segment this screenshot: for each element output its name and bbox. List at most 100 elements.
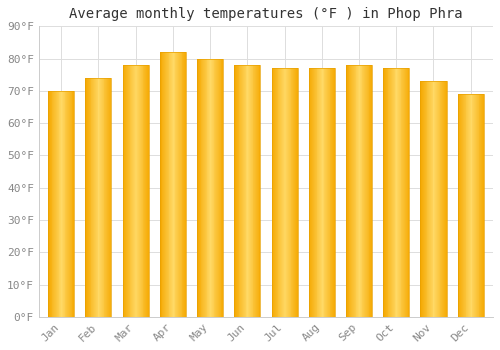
Bar [219,58,220,317]
Bar [392,68,393,317]
Bar [370,65,371,317]
Bar [69,91,70,317]
Bar [67,91,68,317]
Bar [283,68,284,317]
Bar [350,65,351,317]
Title: Average monthly temperatures (°F ) in Phop Phra: Average monthly temperatures (°F ) in Ph… [69,7,462,21]
Bar [94,78,95,317]
Bar [458,94,483,317]
Bar [62,91,63,317]
Bar [178,52,179,317]
Bar [108,78,109,317]
Bar [478,94,480,317]
Bar [278,68,280,317]
Bar [171,52,172,317]
Bar [102,78,104,317]
Bar [442,81,443,317]
Bar [166,52,167,317]
Bar [63,91,64,317]
Bar [244,65,246,317]
Bar [209,58,210,317]
Bar [469,94,470,317]
Bar [160,52,186,317]
Bar [217,58,218,317]
Bar [460,94,461,317]
Bar [256,65,257,317]
Bar [258,65,260,317]
Bar [254,65,255,317]
Bar [122,65,124,317]
Bar [214,58,216,317]
Bar [367,65,368,317]
Bar [88,78,89,317]
Bar [101,78,102,317]
Bar [60,91,61,317]
Bar [68,91,69,317]
Bar [272,68,297,317]
Bar [384,68,385,317]
Bar [203,58,204,317]
Bar [346,65,347,317]
Bar [198,58,199,317]
Bar [366,65,367,317]
Bar [430,81,431,317]
Bar [403,68,404,317]
Bar [70,91,72,317]
Bar [48,91,49,317]
Bar [428,81,429,317]
Bar [333,68,334,317]
Bar [176,52,177,317]
Bar [170,52,171,317]
Bar [184,52,185,317]
Bar [144,65,145,317]
Bar [474,94,475,317]
Bar [394,68,396,317]
Bar [434,81,435,317]
Bar [346,65,372,317]
Bar [140,65,141,317]
Bar [364,65,365,317]
Bar [272,68,274,317]
Bar [107,78,108,317]
Bar [281,68,282,317]
Bar [208,58,209,317]
Bar [172,52,173,317]
Bar [438,81,440,317]
Bar [468,94,469,317]
Bar [405,68,406,317]
Bar [386,68,388,317]
Bar [402,68,403,317]
Bar [445,81,446,317]
Bar [397,68,398,317]
Bar [476,94,477,317]
Bar [443,81,444,317]
Bar [356,65,358,317]
Bar [237,65,238,317]
Bar [133,65,134,317]
Bar [282,68,283,317]
Bar [296,68,298,317]
Bar [99,78,100,317]
Bar [436,81,437,317]
Bar [481,94,482,317]
Bar [288,68,289,317]
Bar [391,68,392,317]
Bar [109,78,110,317]
Bar [92,78,93,317]
Bar [477,94,478,317]
Bar [461,94,462,317]
Bar [358,65,359,317]
Bar [210,58,211,317]
Bar [483,94,484,317]
Bar [98,78,99,317]
Bar [463,94,464,317]
Bar [222,58,223,317]
Bar [165,52,166,317]
Bar [482,94,483,317]
Bar [179,52,180,317]
Bar [96,78,98,317]
Bar [164,52,165,317]
Bar [290,68,292,317]
Bar [408,68,410,317]
Bar [110,78,112,317]
